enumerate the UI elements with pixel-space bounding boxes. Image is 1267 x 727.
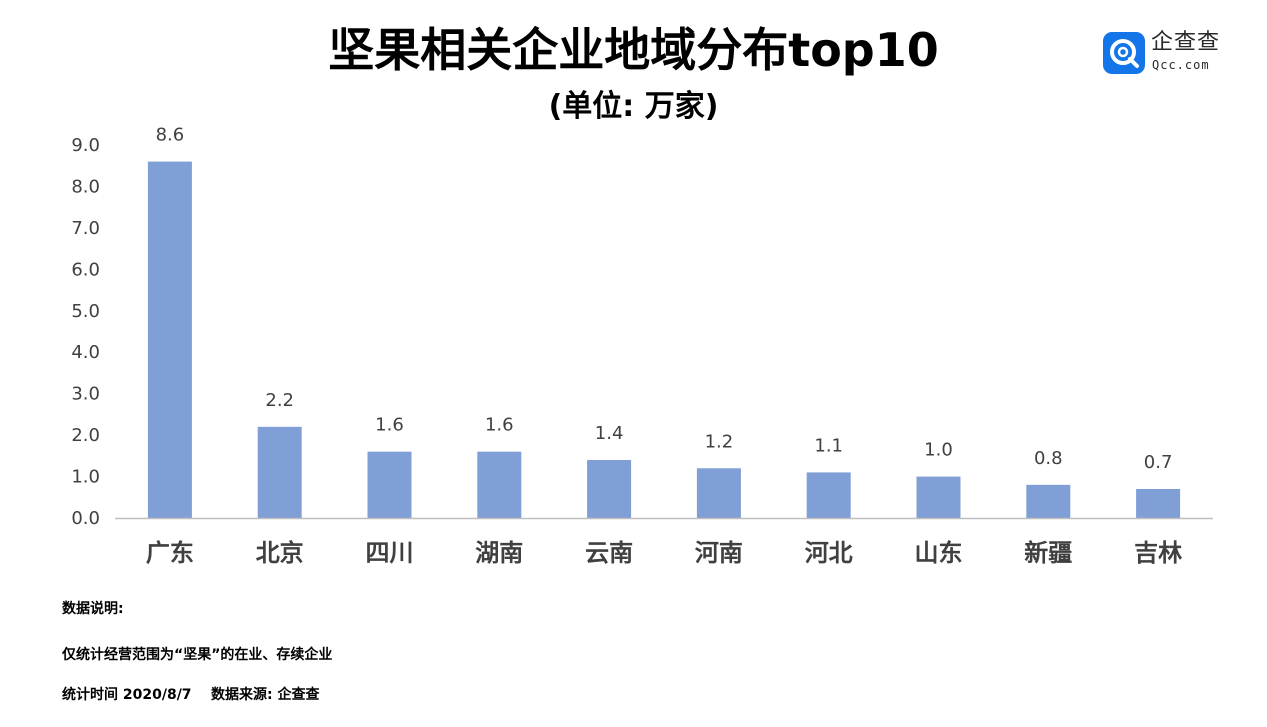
data-label: 1.6 [485,415,514,436]
x-tick-label: 云南 [585,539,633,567]
y-tick-label: 8.0 [71,176,100,197]
y-tick-label: 3.0 [71,384,100,405]
chart-subtitle: (单位: 万家) [548,89,719,124]
x-tick-label: 河南 [695,539,743,567]
y-tick-label: 9.0 [71,135,100,156]
y-tick-label: 1.0 [71,467,100,488]
bar [477,451,522,518]
x-tick-label: 河北 [805,539,853,567]
y-tick-label: 6.0 [71,259,100,280]
data-label: 0.7 [1144,452,1173,473]
notes-heading: 数据说明: [62,601,124,617]
data-label: 1.6 [375,415,404,436]
bar [147,161,192,519]
notes-footer: 统计时间 2020/8/7 数据来源: 企查查 [62,687,320,703]
bar [367,451,412,518]
logo-name-en: Qcc.com [1152,58,1210,72]
y-tick-label: 0.0 [71,508,100,529]
y-tick-label: 2.0 [71,425,100,446]
logo-name-cn: 企查查 [1151,30,1221,55]
data-label: 0.8 [1034,448,1063,469]
x-tick-label: 四川 [366,539,414,567]
y-tick-label: 5.0 [71,301,100,322]
bar [806,472,851,518]
data-label: 1.1 [814,435,843,456]
qcc-logo: 企查查 Qcc.com [1103,30,1233,76]
x-tick-label: 吉林 [1134,539,1182,567]
y-tick-label: 7.0 [71,218,100,239]
qcc-logo-icon [1103,32,1145,74]
y-tick-label: 4.0 [71,342,100,363]
bar [696,468,741,518]
data-label: 1.2 [705,431,734,452]
x-tick-label: 湖南 [475,539,523,567]
data-label: 1.0 [924,440,953,461]
x-tick-label: 北京 [256,539,304,567]
data-label: 8.6 [156,125,185,146]
bar [916,476,961,518]
x-tick-label: 新疆 [1024,539,1072,567]
bar [257,426,302,518]
bar [1136,488,1181,518]
x-tick-label: 山东 [915,539,963,567]
chart-title: 坚果相关企业地域分布top10 [328,23,939,77]
data-label: 2.2 [265,390,294,411]
x-tick-label: 广东 [146,539,194,567]
notes-scope: 仅统计经营范围为“坚果”的在业、存续企业 [62,647,333,663]
data-label: 1.4 [595,423,624,444]
bar [587,459,632,518]
bar [1026,484,1071,518]
